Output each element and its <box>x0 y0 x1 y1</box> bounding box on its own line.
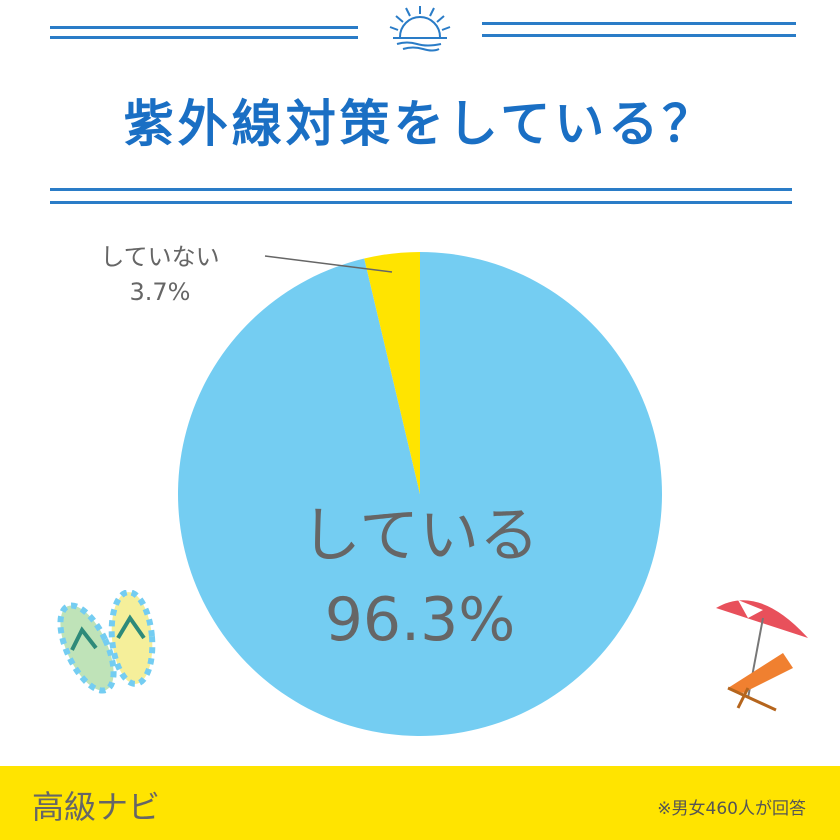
brand-logo: 高級ナビ <box>32 788 161 826</box>
respondent-note: ※男女460人が回答 <box>657 799 806 819</box>
flip-flops-icon <box>57 590 156 694</box>
sun-wave-icon <box>389 6 451 52</box>
page-title: 紫外線対策をしている？ <box>123 95 717 153</box>
divider <box>50 188 792 191</box>
divider <box>50 201 792 204</box>
footer: 高級ナビ ※男女460人が回答 <box>0 766 840 840</box>
label-not-doing-value: 3.7% <box>129 277 191 306</box>
label-not-doing-name: していない <box>100 243 220 271</box>
beach-chair-umbrella-icon <box>716 600 808 712</box>
pie-slice-1 <box>364 252 420 494</box>
leader-line <box>264 255 393 273</box>
divider <box>50 26 358 29</box>
divider <box>482 22 796 25</box>
label-not-doing: していない 3.7% <box>60 240 260 310</box>
divider <box>482 34 796 37</box>
label-doing-name: している <box>300 501 540 571</box>
label-doing-value: 96.3% <box>324 585 516 655</box>
divider <box>50 36 358 39</box>
label-doing: している 96.3% <box>270 494 570 662</box>
